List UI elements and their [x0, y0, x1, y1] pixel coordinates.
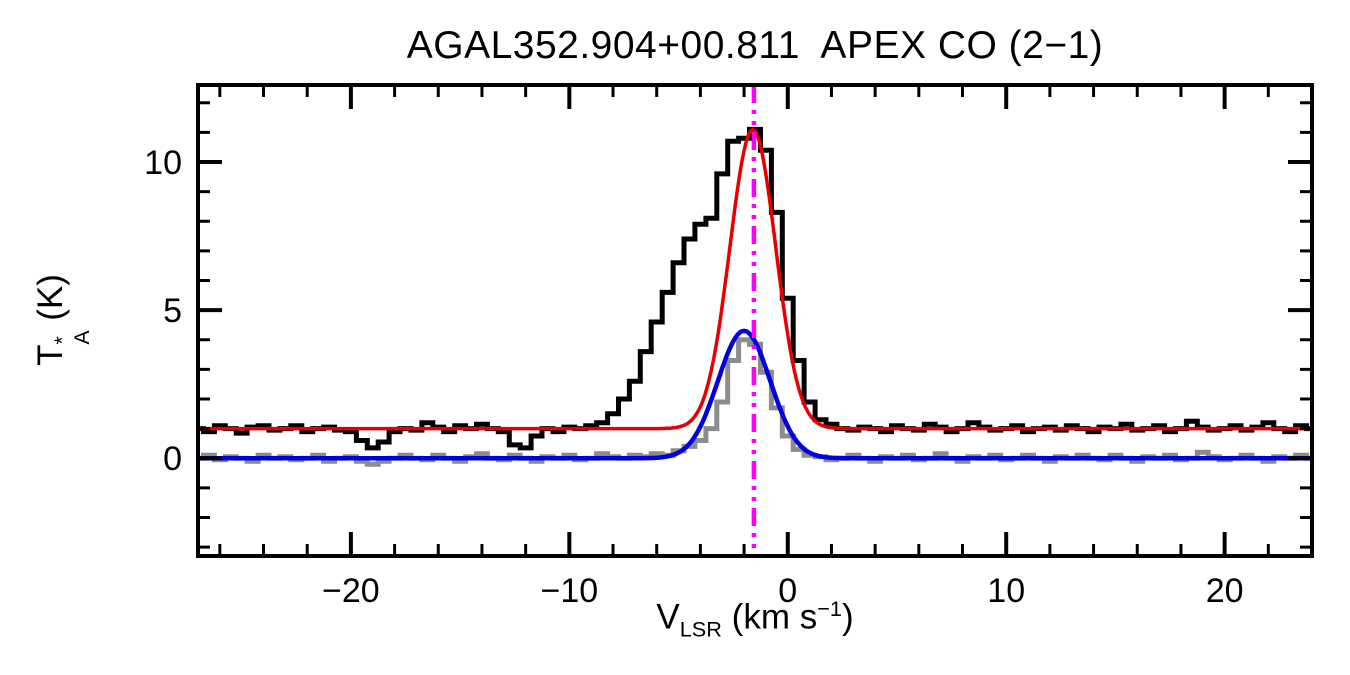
x-axis-label-close: ) [841, 597, 854, 637]
x-tick-label: −20 [322, 572, 380, 610]
gaussian-fit-main-curve [198, 127, 1312, 431]
x-tick-label: 0 [778, 572, 797, 610]
x-tick-label: 10 [987, 572, 1025, 610]
x-axis-label-sub: LSR [679, 616, 722, 642]
plot-data-layer [198, 85, 1312, 556]
x-axis-label: VLSR (km s−1) [198, 596, 1312, 643]
chart-title: AGAL352.904+00.811 APEX CO (2−1) [406, 24, 1104, 67]
y-tick-label: 5 [163, 292, 182, 330]
plot-frame [196, 83, 1314, 558]
y-tick-label: 10 [144, 144, 182, 182]
y-tick-label: 0 [163, 440, 182, 478]
x-axis-label-exponent: −1 [817, 596, 842, 621]
x-axis-label-unit: (km s [721, 597, 818, 637]
x-axis-label-symbol: V [656, 597, 680, 637]
x-tick-label: −10 [540, 572, 598, 610]
gaussian-fit-secondary-curve [198, 328, 1312, 461]
x-tick-label: 20 [1206, 572, 1244, 610]
